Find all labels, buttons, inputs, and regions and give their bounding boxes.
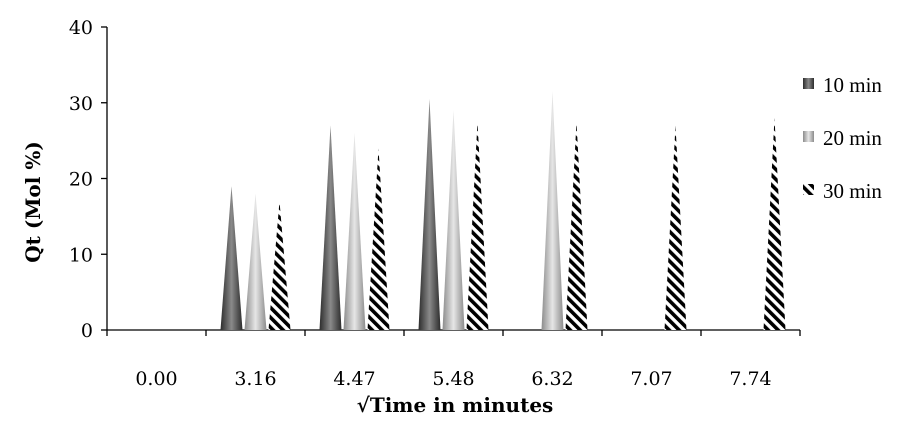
legend-swatch [803, 78, 814, 89]
y-axis-title: Qt (Mol %) [21, 141, 45, 263]
y-tick-label: 10 [69, 244, 93, 266]
legend-swatch [803, 131, 814, 142]
bar-30-min [763, 117, 786, 331]
bar-20-min [442, 110, 465, 330]
legend-label: 20 min [823, 126, 882, 150]
legend-label: 30 min [823, 179, 882, 203]
legend-swatch [803, 184, 814, 195]
bar-20-min [343, 133, 366, 330]
y-tick-label: 0 [81, 320, 93, 342]
x-tick-label: 5.48 [432, 368, 474, 390]
bars [220, 91, 786, 331]
bar-10-min [220, 186, 243, 330]
y-tick-label: 20 [69, 169, 93, 191]
bar-20-min [541, 91, 564, 330]
x-tick-label: 3.16 [234, 368, 276, 390]
x-tick-label: 0.00 [135, 368, 177, 390]
bar-10-min [418, 98, 441, 331]
bar-30-min [367, 148, 390, 330]
tick-labels: 0 10 20 30 40 0.00 3.16 4.47 5.48 6.32 7.07 7.74 [69, 17, 772, 390]
bar-30-min [466, 121, 489, 330]
legend-label: 10 min [823, 73, 882, 97]
x-tick-label: 4.47 [333, 368, 375, 390]
x-tick-label: 6.32 [531, 368, 573, 390]
x-tick-label: 7.07 [630, 368, 672, 390]
bar-30-min [268, 201, 291, 330]
bar-30-min [664, 125, 687, 330]
y-tick-label: 30 [69, 93, 93, 115]
x-tick-label: 7.74 [729, 368, 771, 390]
bar-20-min [244, 193, 267, 330]
legend: 10 min 20 min 30 min [803, 73, 882, 203]
y-tick-label: 40 [69, 17, 93, 39]
x-axis-title: √Time in minutes [357, 393, 554, 417]
bar-30-min [565, 121, 588, 330]
bar-10-min [319, 125, 342, 330]
